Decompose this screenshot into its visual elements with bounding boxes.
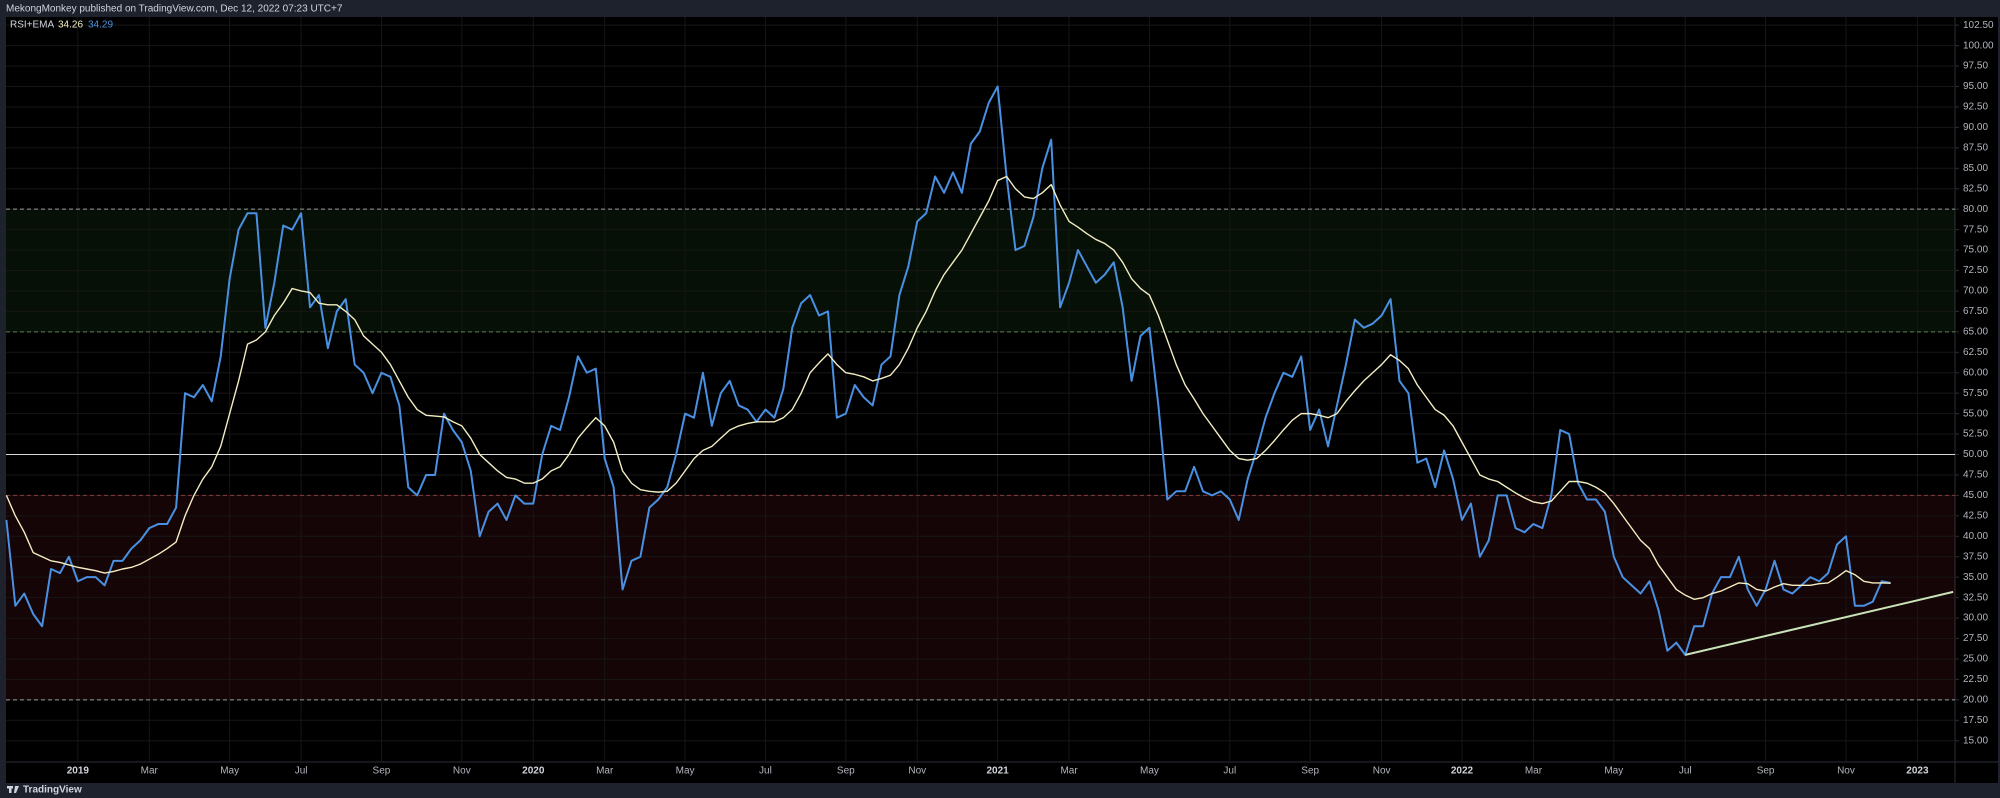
y-tick-label: 15.00 [1963,735,1988,746]
y-tick-label: 52.50 [1963,429,1988,440]
y-tick-label: 87.50 [1963,142,1988,153]
y-tick-label: 50.00 [1963,449,1988,460]
y-tick-label: 65.00 [1963,326,1988,337]
x-tick-label: Sep [837,766,855,777]
legend-value: 34.29 [88,20,113,31]
y-tick-label: 30.00 [1963,613,1988,624]
y-tick-label: 47.50 [1963,470,1988,481]
y-tick-label: 75.00 [1963,245,1988,256]
x-tick-label: Nov [908,766,926,777]
x-tick-label: Jul [1223,766,1236,777]
x-tick-label: May [676,766,695,777]
y-tick-label: 85.00 [1963,163,1988,174]
y-tick-label: 70.00 [1963,286,1988,297]
x-tick-label: May [220,766,239,777]
y-tick-label: 27.50 [1963,633,1988,644]
x-tick-label: Jul [1679,766,1692,777]
x-tick-label: Nov [1837,766,1855,777]
y-tick-label: 45.00 [1963,490,1988,501]
x-tick-label: Mar [141,766,159,777]
y-tick-label: 22.50 [1963,674,1988,685]
x-tick-label: May [1140,766,1159,777]
y-tick-label: 35.00 [1963,572,1988,583]
y-tick-label: 42.50 [1963,510,1988,521]
x-tick-label: Mar [596,766,614,777]
chart-title: MekongMonkey published on TradingView.co… [6,4,343,15]
y-tick-label: 92.50 [1963,102,1988,113]
footer-source: TradingView [23,785,82,796]
y-tick-label: 37.50 [1963,551,1988,562]
y-tick-label: 102.50 [1963,20,1994,31]
x-tick-label: Sep [1301,766,1319,777]
y-tick-label: 97.50 [1963,61,1988,72]
y-tick-label: 40.00 [1963,531,1988,542]
x-tick-label: Mar [1060,766,1078,777]
x-tick-label: Sep [1757,766,1775,777]
legend-value: 34.26 [58,20,83,31]
x-tick-label: Nov [453,766,471,777]
y-tick-label: 25.00 [1963,654,1988,665]
y-tick-label: 82.50 [1963,183,1988,194]
y-tick-label: 57.50 [1963,388,1988,399]
x-tick-label: 2021 [987,766,1010,777]
x-tick-label: May [1604,766,1623,777]
y-tick-label: 62.50 [1963,347,1988,358]
y-tick-label: 67.50 [1963,306,1988,317]
x-tick-label: 2022 [1451,766,1474,777]
x-tick-label: 2023 [1906,766,1929,777]
plot-background [6,17,1998,783]
y-tick-label: 60.00 [1963,367,1988,378]
y-tick-label: 72.50 [1963,265,1988,276]
y-tick-label: 90.00 [1963,122,1988,133]
x-tick-label: Nov [1373,766,1391,777]
x-tick-label: Sep [373,766,391,777]
y-tick-label: 100.00 [1963,40,1994,51]
series-line [5,175,1891,600]
y-tick-label: 20.00 [1963,694,1988,705]
y-tick-label: 17.50 [1963,715,1988,726]
y-tick-label: 55.00 [1963,408,1988,419]
logo [7,786,19,793]
trend-line [1685,590,1954,656]
x-tick-label: 2020 [522,766,545,777]
legend-title: RSI+EMA [10,20,55,31]
y-tick-label: 95.00 [1963,81,1988,92]
x-tick-label: 2019 [67,766,90,777]
x-tick-label: Mar [1525,766,1543,777]
x-tick-label: Jul [759,766,772,777]
y-tick-label: 32.50 [1963,592,1988,603]
y-tick-label: 80.00 [1963,204,1988,215]
y-tick-label: 77.50 [1963,224,1988,235]
x-tick-label: Jul [295,766,308,777]
